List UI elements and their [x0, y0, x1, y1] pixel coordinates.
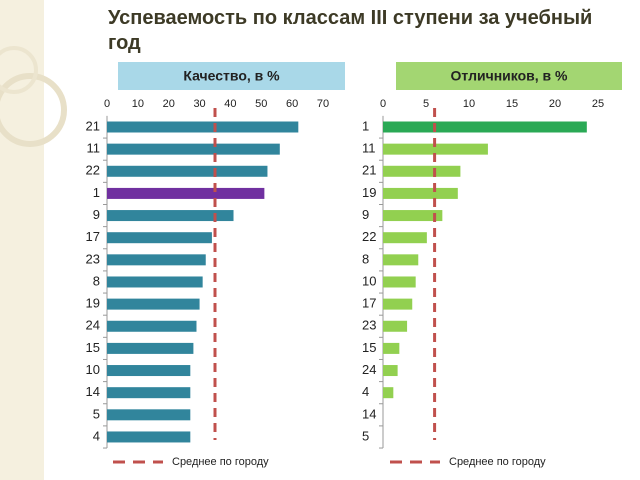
- bar: [107, 298, 200, 310]
- y-tick-label: 11: [362, 141, 376, 156]
- x-tick-label: 40: [224, 98, 236, 110]
- legend-label: Среднее по городу: [449, 456, 546, 468]
- bar: [107, 210, 234, 222]
- decor-circle: [0, 46, 38, 94]
- y-tick-label: 1: [362, 118, 369, 133]
- x-tick-label: 60: [286, 98, 298, 110]
- bar: [383, 276, 416, 288]
- x-tick-label: 70: [317, 98, 329, 110]
- y-tick-label: 23: [362, 318, 376, 333]
- bar: [107, 254, 206, 266]
- bar: [383, 387, 394, 399]
- y-tick-label: 15: [362, 340, 376, 355]
- bar: [107, 232, 212, 244]
- y-tick-label: 1: [93, 185, 100, 200]
- x-tick-label: 20: [163, 98, 175, 110]
- y-tick-label: 10: [362, 273, 376, 288]
- y-tick-label: 5: [93, 406, 100, 421]
- y-tick-label: 17: [362, 296, 376, 311]
- y-tick-label: 11: [87, 141, 101, 156]
- y-tick-label: 4: [362, 384, 369, 399]
- bar: [107, 187, 265, 199]
- x-tick-label: 15: [506, 98, 518, 110]
- slide-title: Успеваемость по классам III ступени за у…: [108, 7, 593, 54]
- y-tick-label: 23: [86, 251, 100, 266]
- y-tick-label: 22: [86, 163, 100, 178]
- x-tick-label: 0: [380, 98, 386, 110]
- x-tick-label: 30: [193, 98, 205, 110]
- y-tick-label: 22: [362, 229, 376, 244]
- bar: [107, 387, 191, 399]
- y-tick-label: 9: [362, 207, 369, 222]
- decor-circle: [0, 73, 67, 147]
- chart-header: Качество, в %: [183, 68, 280, 84]
- y-tick-label: 15: [86, 340, 100, 355]
- y-tick-label: 14: [362, 406, 376, 421]
- x-tick-label: 25: [592, 98, 604, 110]
- y-tick-label: 8: [362, 251, 369, 266]
- x-tick-label: 50: [255, 98, 267, 110]
- bar: [107, 320, 197, 332]
- legend-label: Среднее по городу: [172, 456, 269, 468]
- bar: [383, 365, 398, 377]
- y-tick-label: 5: [362, 428, 369, 443]
- y-tick-label: 19: [362, 185, 376, 200]
- y-tick-label: 24: [86, 318, 100, 333]
- y-tick-label: 8: [93, 273, 100, 288]
- y-tick-label: 19: [86, 296, 100, 311]
- bar: [383, 210, 443, 222]
- bar: [107, 276, 203, 288]
- x-tick-label: 20: [549, 98, 561, 110]
- chart-header: Отличников, в %: [451, 68, 569, 84]
- x-tick-label: 0: [104, 98, 110, 110]
- y-tick-label: 4: [93, 428, 100, 443]
- y-tick-label: 17: [86, 229, 100, 244]
- bar: [383, 165, 461, 177]
- y-tick-label: 24: [362, 362, 376, 377]
- bar: [383, 143, 488, 155]
- bar: [107, 143, 280, 155]
- bar: [107, 342, 194, 354]
- x-tick-label: 10: [132, 98, 144, 110]
- bar: [383, 320, 408, 332]
- bar: [383, 187, 458, 199]
- header-box: [396, 62, 622, 90]
- bar: [383, 298, 413, 310]
- y-tick-label: 14: [86, 384, 100, 399]
- bar: [107, 165, 268, 177]
- header-box: [118, 62, 345, 90]
- y-tick-label: 10: [86, 362, 100, 377]
- bar: [107, 431, 191, 443]
- bar: [383, 121, 587, 133]
- y-tick-label: 21: [362, 163, 376, 178]
- bar: [107, 365, 191, 377]
- y-tick-label: 21: [86, 118, 100, 133]
- bar: [383, 254, 419, 266]
- bar: [383, 232, 427, 244]
- x-tick-label: 5: [423, 98, 429, 110]
- y-tick-label: 9: [93, 207, 100, 222]
- bar: [107, 121, 299, 133]
- bar: [383, 342, 400, 354]
- x-tick-label: 10: [463, 98, 475, 110]
- side-stripe: [0, 0, 44, 480]
- bar: [107, 409, 191, 421]
